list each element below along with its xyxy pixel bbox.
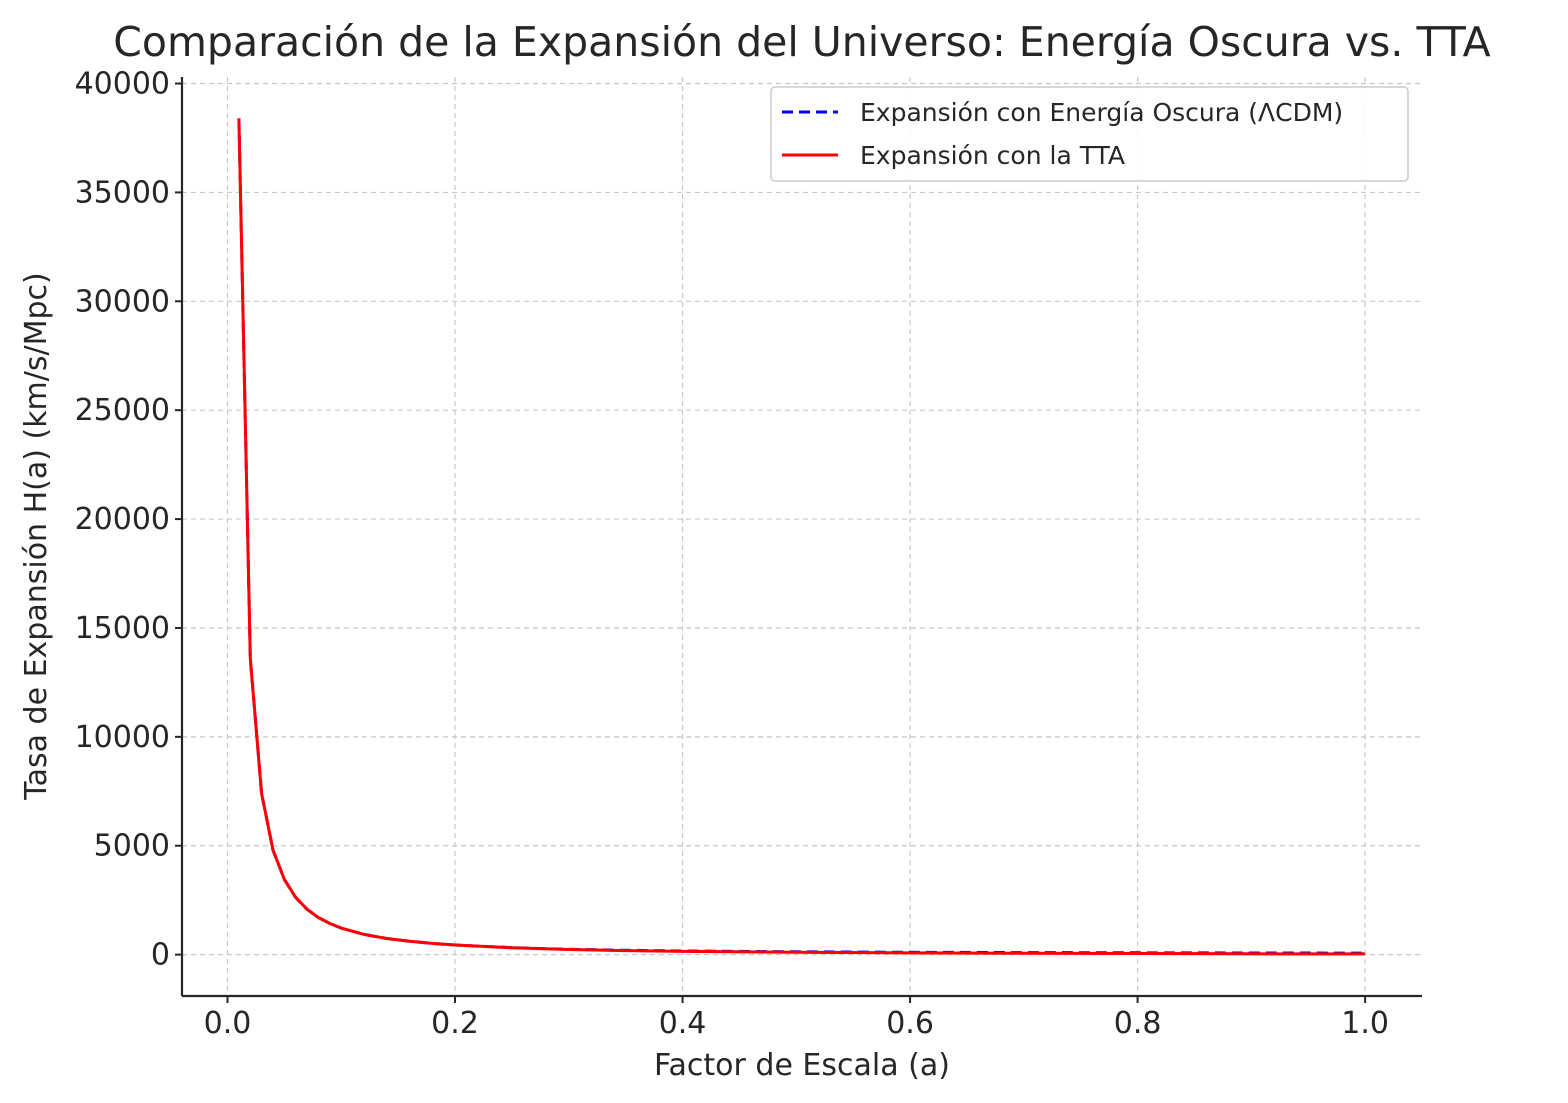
- legend-label-tta: Expansión con la TTA: [860, 141, 1125, 170]
- y-tick-label: 35000: [75, 175, 170, 210]
- series-line-tta: [237, 118, 1366, 956]
- series-layer: [237, 118, 1366, 956]
- x-tick-label: 0.0: [204, 1006, 252, 1041]
- y-tick-label: 30000: [75, 284, 170, 319]
- tick-layer: 0.0 0.2 0.4 0.6 0.8 1.0 0 5000 10000 15000 20000 25…: [75, 67, 1389, 1041]
- chart-title: Comparación de la Expansión del Universo…: [113, 18, 1490, 66]
- y-tick-label: 15000: [75, 611, 170, 646]
- x-tick-label: 0.8: [1114, 1006, 1162, 1041]
- y-tick-label: 0: [151, 938, 170, 973]
- y-axis-label: Tasa de Expansión H(a) (km/s/Mpc): [19, 272, 54, 801]
- x-tick-label: 0.4: [659, 1006, 707, 1041]
- y-tick-label: 20000: [75, 502, 170, 537]
- legend: Expansión con Energía Oscura (ΛCDM) Expa…: [770, 86, 1409, 182]
- x-tick-label: 1.0: [1341, 1006, 1389, 1041]
- x-tick-label: 0.6: [886, 1006, 934, 1041]
- y-tick-label: 25000: [75, 393, 170, 428]
- grid-layer: [182, 77, 1422, 996]
- y-tick-label: 40000: [75, 67, 170, 102]
- x-axis-label: Factor de Escala (a): [654, 1048, 950, 1083]
- x-tick-label: 0.2: [431, 1006, 479, 1041]
- y-tick-label: 5000: [94, 829, 170, 864]
- legend-box: [770, 86, 1409, 182]
- y-tick-label: 10000: [75, 720, 170, 755]
- legend-label-lcdm: Expansión con Energía Oscura (ΛCDM): [860, 98, 1343, 127]
- series-line-lcdm: [237, 118, 1366, 955]
- axes-layer: [180, 77, 1422, 998]
